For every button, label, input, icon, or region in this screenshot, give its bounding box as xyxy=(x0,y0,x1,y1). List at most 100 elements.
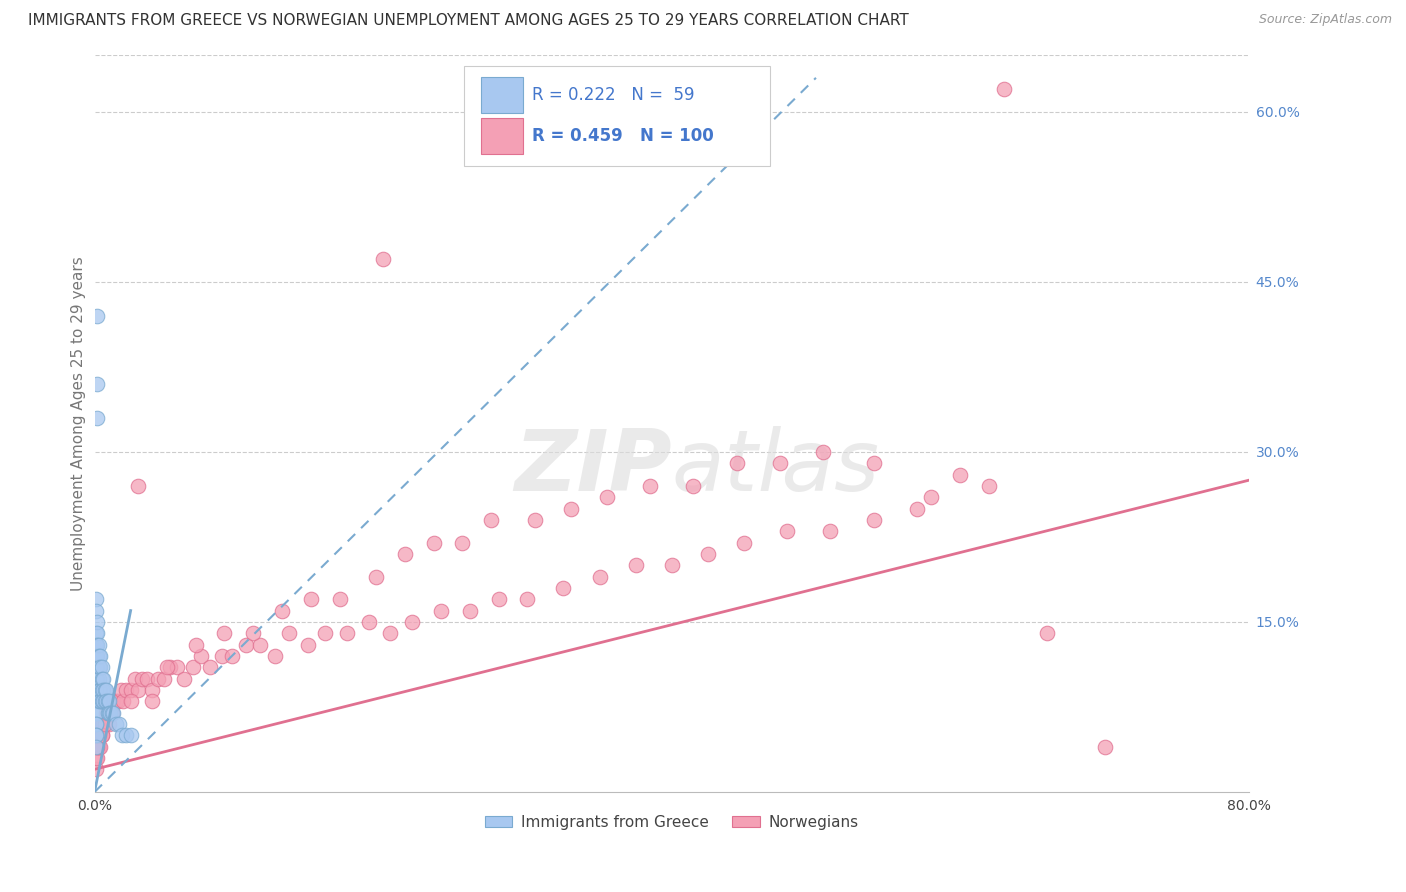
Point xyxy=(638,479,661,493)
Point xyxy=(93,694,115,708)
Point xyxy=(91,682,114,697)
Point xyxy=(769,456,792,470)
Point xyxy=(336,626,359,640)
Legend: Immigrants from Greece, Norwegians: Immigrants from Greece, Norwegians xyxy=(478,809,865,836)
Point xyxy=(105,717,128,731)
Point xyxy=(89,648,111,663)
Point xyxy=(297,638,319,652)
Point xyxy=(90,672,112,686)
Point xyxy=(90,728,112,742)
Point xyxy=(479,513,502,527)
Point xyxy=(86,739,108,754)
Point xyxy=(221,648,243,663)
Point xyxy=(90,717,112,731)
Point xyxy=(299,592,322,607)
Point xyxy=(86,615,108,629)
Point xyxy=(101,706,124,720)
Text: R = 0.459   N = 100: R = 0.459 N = 100 xyxy=(531,128,714,145)
Point xyxy=(141,682,163,697)
Point xyxy=(166,660,188,674)
Text: atlas: atlas xyxy=(672,426,880,509)
Point xyxy=(181,660,204,674)
Point xyxy=(87,660,110,674)
Point xyxy=(89,682,111,697)
Point xyxy=(91,717,114,731)
Point xyxy=(84,739,107,754)
Point xyxy=(84,751,107,765)
Point xyxy=(364,569,387,583)
Point xyxy=(115,728,138,742)
Point xyxy=(84,728,107,742)
Point xyxy=(696,547,718,561)
Point xyxy=(107,694,129,708)
Point xyxy=(198,660,221,674)
Point xyxy=(124,672,146,686)
Point xyxy=(93,717,115,731)
Point xyxy=(401,615,423,629)
Point xyxy=(153,672,176,686)
Point xyxy=(84,762,107,776)
Point xyxy=(86,739,108,754)
Point xyxy=(84,592,107,607)
Y-axis label: Unemployment Among Ages 25 to 29 years: Unemployment Among Ages 25 to 29 years xyxy=(72,256,86,591)
Point xyxy=(94,682,117,697)
Point xyxy=(98,694,121,708)
Point xyxy=(811,445,834,459)
Point xyxy=(596,490,619,504)
Point xyxy=(214,626,236,640)
Point xyxy=(156,660,179,674)
Point xyxy=(89,694,111,708)
Point xyxy=(89,739,111,754)
Point xyxy=(624,558,647,573)
Point xyxy=(862,513,884,527)
Point xyxy=(87,694,110,708)
FancyBboxPatch shape xyxy=(481,77,523,112)
Text: R = 0.222   N =  59: R = 0.222 N = 59 xyxy=(531,86,695,103)
Point xyxy=(96,706,118,720)
Point xyxy=(146,672,169,686)
Point xyxy=(115,682,138,697)
Point xyxy=(110,682,132,697)
Point xyxy=(278,626,301,640)
Point xyxy=(127,682,149,697)
Point xyxy=(560,501,582,516)
Point xyxy=(725,456,748,470)
Point xyxy=(394,547,416,561)
Point xyxy=(103,694,125,708)
Point xyxy=(184,638,207,652)
Point xyxy=(100,706,122,720)
Point xyxy=(516,592,538,607)
Point xyxy=(84,728,107,742)
Point xyxy=(329,592,352,607)
Point xyxy=(458,604,481,618)
Point xyxy=(86,376,108,391)
Point xyxy=(84,660,107,674)
Point xyxy=(120,682,142,697)
FancyBboxPatch shape xyxy=(464,66,770,166)
Point xyxy=(488,592,510,607)
Point xyxy=(84,604,107,618)
Point xyxy=(733,535,755,549)
Point xyxy=(84,717,107,731)
Point xyxy=(101,706,124,720)
Point xyxy=(661,558,683,573)
Point xyxy=(371,252,394,267)
Point xyxy=(141,694,163,708)
Point xyxy=(112,694,135,708)
Point xyxy=(430,604,453,618)
Point xyxy=(820,524,842,539)
Point xyxy=(90,682,112,697)
Point xyxy=(242,626,264,640)
Point xyxy=(98,706,121,720)
Point xyxy=(314,626,336,640)
Point xyxy=(905,501,928,516)
Text: ZIP: ZIP xyxy=(515,426,672,509)
Point xyxy=(84,638,107,652)
Point xyxy=(90,660,112,674)
Point xyxy=(190,648,212,663)
Point xyxy=(87,728,110,742)
Point xyxy=(89,728,111,742)
Point xyxy=(422,535,444,549)
Point xyxy=(120,694,142,708)
Point xyxy=(86,660,108,674)
